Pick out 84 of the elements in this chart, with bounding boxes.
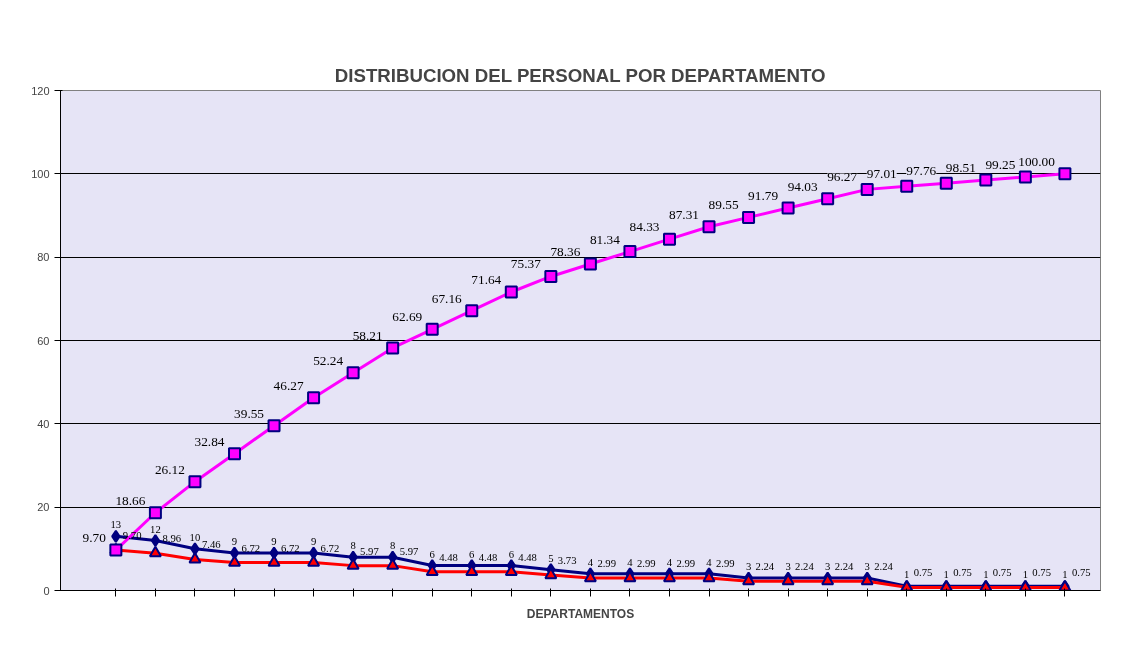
data-label: 1 (1062, 569, 1068, 581)
data-label: 91.79 (748, 188, 779, 204)
data-label: 67.16 (431, 290, 463, 306)
data-label: 8 (390, 540, 396, 552)
data-label: 4 (666, 556, 673, 568)
data-label: 3 (745, 561, 752, 572)
y-tick-label: 0 (43, 584, 50, 597)
data-label: 13 (110, 519, 122, 531)
data-label: 0.75 (1071, 567, 1091, 579)
data-label: 62.69 (392, 309, 423, 325)
data-label: 12 (150, 523, 161, 535)
data-label: 81.34 (589, 231, 621, 247)
data-label: 58.21 (352, 327, 383, 343)
data-label: 5 (548, 552, 554, 564)
y-tick-label: 20 (37, 501, 50, 514)
data-label: 2.24 (834, 561, 854, 573)
data-label: 5.97 (360, 545, 380, 557)
data-label: 6.72 (281, 542, 300, 554)
data-label: 2.24 (755, 561, 775, 573)
data-label: 97.01 (866, 166, 897, 182)
data-label: 4 (706, 556, 713, 568)
data-label: 71.64 (471, 272, 502, 287)
data-label: 32.84 (194, 433, 225, 449)
y-tick-label: 60 (37, 334, 50, 347)
data-label: 0.75 (1032, 567, 1052, 579)
data-label: 6 (469, 548, 476, 560)
data-label: 6.72 (320, 542, 340, 554)
data-label: 96.27 (827, 169, 858, 185)
y-tick-label: 120 (31, 84, 50, 97)
data-label: 0.75 (913, 567, 933, 579)
data-label: 4 (627, 556, 634, 568)
data-label: 0.75 (953, 567, 972, 579)
x-axis-title: DEPARTAMENTOS (526, 606, 635, 621)
data-label: 18.66 (115, 492, 146, 508)
data-label: 4.48 (478, 551, 498, 563)
data-label: 2.99 (636, 558, 656, 570)
data-label: 87.31 (669, 206, 700, 222)
data-label: 9 (271, 536, 277, 547)
data-label: 3.73 (557, 554, 577, 566)
data-label: 3 (785, 561, 791, 572)
y-tick-label: 40 (37, 417, 50, 430)
data-label: 97.76 (906, 163, 937, 179)
data-label: 10 (189, 531, 201, 543)
data-label: 2.99 (676, 558, 696, 570)
y-tick-label: 100 (31, 167, 50, 180)
data-label: 99.25 (985, 156, 1016, 172)
data-label: 2.99 (716, 558, 735, 570)
data-label: 75.37 (510, 256, 542, 272)
data-label: 100.00 (1018, 153, 1056, 169)
data-label: 9 (231, 536, 238, 547)
data-label: 89.55 (708, 197, 739, 213)
data-label: 1 (983, 569, 989, 581)
data-label: 9.70 (82, 530, 107, 546)
data-label: 6 (429, 548, 436, 560)
data-label: 8 (350, 540, 356, 552)
data-label: 84.33 (629, 219, 660, 235)
data-label: 52.24 (313, 352, 344, 368)
data-label: 2.24 (795, 561, 815, 573)
data-label: 4.48 (518, 551, 537, 563)
data-label: 2.24 (874, 561, 894, 573)
data-label: 8.96 (162, 533, 182, 545)
y-tick-label: 80 (37, 251, 50, 264)
data-label: 26.12 (154, 461, 185, 477)
data-label: 9.70 (122, 530, 142, 542)
data-label: 4 (587, 556, 594, 568)
data-label: 46.27 (273, 377, 304, 393)
data-label: 7.46 (201, 539, 222, 551)
data-label: 5.97 (399, 545, 419, 557)
data-label: 39.55 (234, 405, 265, 421)
data-label: 3 (864, 561, 870, 572)
data-label: 6.72 (241, 542, 261, 554)
chart-title: DISTRIBUCION DEL PERSONAL POR DEPARTAMENTO (334, 64, 826, 86)
data-label: 0.75 (992, 567, 1012, 579)
data-label: 94.03 (787, 178, 818, 194)
data-label: 78.36 (550, 244, 581, 259)
data-label: 98.51 (945, 160, 976, 176)
data-label: 9 (310, 536, 317, 547)
data-label: 2.99 (597, 558, 617, 570)
data-label: 1 (904, 569, 910, 581)
data-label: 6 (508, 548, 515, 560)
data-label: 4.48 (439, 551, 458, 563)
data-label: 3 (824, 561, 831, 572)
data-label: 1 (1022, 569, 1029, 581)
data-label: 1 (943, 569, 949, 581)
